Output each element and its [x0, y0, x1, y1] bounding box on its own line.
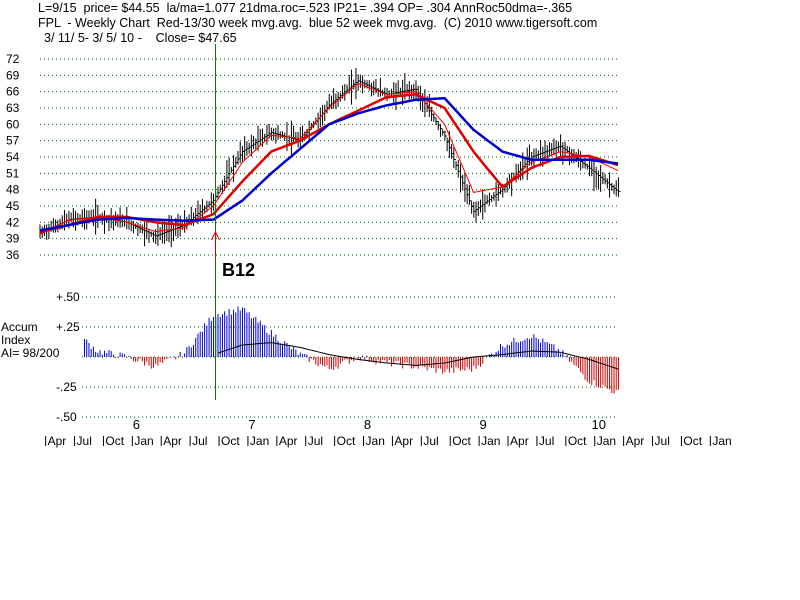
- x-month-label: Jan: [712, 434, 731, 448]
- accum-y-tick-labels: +.50 +.25 -.25 -.50: [56, 290, 80, 424]
- price-y-tick-label: 48: [6, 183, 20, 197]
- x-month-label: Apr: [510, 434, 529, 448]
- accum-average-line: [218, 342, 619, 370]
- accum-y-tick-label: +.25: [56, 320, 80, 334]
- ma52-line: [39, 96, 619, 232]
- b12-signal: B12: [211, 44, 255, 400]
- x-year-label: 7: [248, 417, 255, 432]
- x-month-label: Apr: [626, 434, 645, 448]
- price-y-tick-label: 60: [6, 117, 20, 131]
- x-month-label: Jul: [423, 434, 438, 448]
- accum-index-bars: [83, 306, 619, 394]
- accum-label: Accum: [1, 320, 38, 334]
- signal-arrow-head: [211, 230, 220, 241]
- price-y-tick-label: 66: [6, 85, 20, 99]
- x-month-label: Jan: [250, 434, 269, 448]
- price-y-tick-label: 42: [6, 215, 20, 229]
- x-month-label: Oct: [452, 434, 471, 448]
- price-y-tick-label: 54: [6, 150, 20, 164]
- x-month-label: Jan: [134, 434, 153, 448]
- ai-ratio-label: AI= 98/200: [1, 346, 60, 360]
- x-month-label: Jul: [308, 434, 323, 448]
- ma13-line: [39, 82, 619, 235]
- moving-average-lines: [39, 82, 619, 235]
- price-y-tick-label: 72: [6, 52, 20, 66]
- accum-y-tick-label: -.50: [56, 410, 77, 424]
- chart-title-line: FPL - Weekly Chart Red-13/30 week mvg.av…: [38, 16, 598, 30]
- x-month-label: Apr: [394, 434, 413, 448]
- price-y-tick-label: 69: [6, 68, 20, 82]
- x-month-label: Apr: [48, 434, 67, 448]
- x-month-label: Apr: [163, 434, 182, 448]
- x-month-label: Jan: [366, 434, 385, 448]
- price-bars: [39, 68, 621, 248]
- price-y-tick-label: 39: [6, 232, 20, 246]
- x-year-label: 9: [480, 417, 487, 432]
- x-month-label: Jul: [539, 434, 554, 448]
- date-range-close-line: 3/ 11/ 5- 3/ 5/ 10 - Close= $47.65: [44, 31, 237, 45]
- header-stats-line: L=9/15 price= $44.55 la/ma=1.077 21dma.r…: [38, 1, 573, 15]
- accum-y-tick-label: +.50: [56, 290, 80, 304]
- x-month-label: Oct: [221, 434, 240, 448]
- price-y-tick-label: 51: [6, 166, 20, 180]
- x-year-label: 8: [364, 417, 371, 432]
- x-month-label: Oct: [337, 434, 356, 448]
- x-year-label: 6: [133, 417, 140, 432]
- price-y-tick-label: 45: [6, 199, 20, 213]
- x-month-label: Apr: [279, 434, 298, 448]
- x-month-label: Oct: [568, 434, 587, 448]
- x-month-label: Jul: [77, 434, 92, 448]
- x-month-label: Oct: [105, 434, 124, 448]
- price-y-tick-label: 36: [6, 248, 20, 262]
- price-y-tick-label: 57: [6, 134, 20, 148]
- index-label: Index: [1, 333, 31, 347]
- signal-label: B12: [222, 260, 255, 280]
- x-year-label: 10: [591, 417, 605, 432]
- price-y-tick-labels: 72 69 66 63 60 57 54 51 48 45 42 39 36: [6, 52, 20, 262]
- accum-y-tick-label: -.25: [56, 380, 77, 394]
- x-axis: 6 7 8 9 10 Apr Jul Oct Jan Apr Jul Oct Jan Apr Jul Oct J…: [45, 417, 732, 448]
- x-month-label: Jul: [192, 434, 207, 448]
- accum-index-average: [218, 342, 619, 370]
- price-y-tick-label: 63: [6, 101, 20, 115]
- x-month-label: Jan: [597, 434, 616, 448]
- x-month-label: Jul: [655, 434, 670, 448]
- x-month-label: Oct: [683, 434, 702, 448]
- x-month-label: Jan: [481, 434, 500, 448]
- accum-gridlines: [82, 296, 618, 418]
